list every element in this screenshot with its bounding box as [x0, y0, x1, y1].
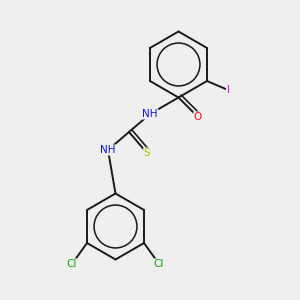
Text: Cl: Cl: [154, 259, 164, 269]
Text: S: S: [144, 148, 150, 158]
Text: O: O: [194, 112, 202, 122]
Text: I: I: [226, 85, 230, 95]
Text: NH: NH: [142, 109, 158, 119]
Text: NH: NH: [100, 145, 116, 155]
Text: Cl: Cl: [67, 259, 77, 269]
